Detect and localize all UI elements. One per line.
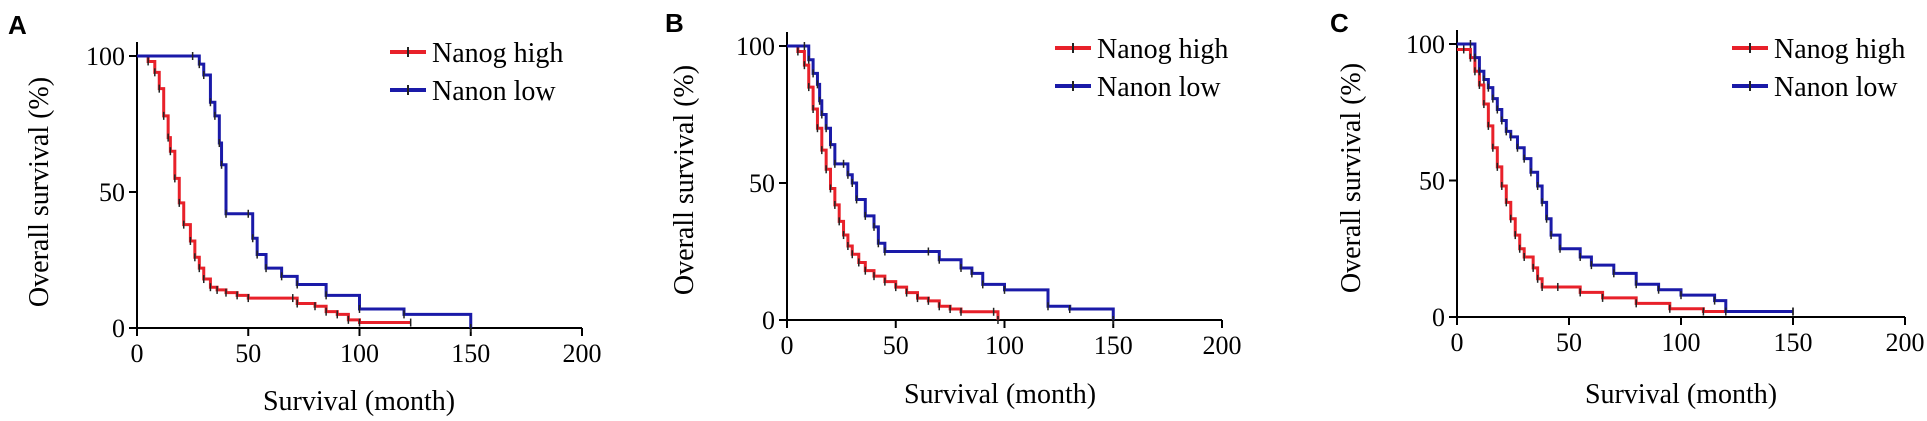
legend-label-high: Nanog high: [1774, 34, 1905, 65]
y-tick-label: 100: [736, 32, 775, 61]
legend: Nanog high Nanon low: [390, 38, 563, 107]
y-tick-label: 50: [99, 178, 125, 207]
legend-label-high: Nanog high: [1097, 34, 1228, 65]
legend-label-low: Nanon low: [1774, 72, 1898, 103]
x-axis-title: Survival (month): [263, 386, 455, 417]
x-tick-label: 100: [1662, 328, 1701, 357]
legend-label-low: Nanon low: [432, 76, 556, 107]
panel-a: A Overall survival (%) Survival (month) …: [8, 10, 602, 417]
x-tick-label: 200: [1203, 331, 1242, 360]
x-tick-label: 100: [340, 339, 379, 368]
panel-letter-c: C: [1330, 8, 1349, 38]
x-tick-label: 0: [131, 339, 144, 368]
x-tick-label: 150: [451, 339, 490, 368]
x-tick-label: 0: [781, 331, 794, 360]
x-tick-label: 150: [1094, 331, 1133, 360]
series-group: [137, 52, 473, 332]
x-tick-label: 200: [1886, 328, 1925, 357]
legend-label-high: Nanog high: [432, 38, 563, 69]
y-tick-label: 0: [112, 314, 125, 343]
axes: 0 50 100 150 200 0 50 100: [736, 32, 1242, 360]
panel-c: C Overall survival (%) Survival (month) …: [1330, 8, 1925, 410]
series-line-low: [137, 54, 473, 328]
panel-b: B Overall survival (%) Survival (month) …: [665, 8, 1242, 410]
x-tick-label: 50: [883, 331, 909, 360]
x-tick-label: 150: [1774, 328, 1813, 357]
x-axis-title: Survival (month): [1585, 379, 1777, 410]
series-line-high: [137, 54, 411, 325]
y-tick-label: 0: [1432, 303, 1445, 332]
y-axis-title: Overall survival (%): [1336, 63, 1367, 293]
panel-letter-a: A: [8, 10, 27, 40]
y-tick-label: 50: [1419, 167, 1445, 196]
x-tick-label: 0: [1451, 328, 1464, 357]
series-group: [1457, 40, 1794, 316]
x-tick-label: 50: [235, 339, 261, 368]
y-axis-title: Overall survival (%): [669, 65, 700, 295]
y-tick-label: 100: [86, 42, 125, 71]
x-tick-label: 100: [985, 331, 1024, 360]
legend: Nanog high Nanon low: [1732, 34, 1905, 103]
y-tick-label: 50: [749, 169, 775, 198]
x-tick-label: 50: [1556, 328, 1582, 357]
legend-label-low: Nanon low: [1097, 72, 1221, 103]
axes: 0 50 100 150 200 0 50 100: [86, 42, 602, 368]
series-group: [787, 42, 1115, 324]
legend: Nanog high Nanon low: [1055, 34, 1228, 103]
x-tick-label: 200: [563, 339, 602, 368]
x-axis-title: Survival (month): [904, 379, 1096, 410]
y-axis-title: Overall survival (%): [24, 77, 55, 307]
y-tick-label: 100: [1406, 30, 1445, 59]
axes: 0 50 100 150 200 0 50 100: [1406, 30, 1925, 357]
series-line-high: [787, 44, 1000, 320]
y-tick-label: 0: [762, 306, 775, 335]
panel-letter-b: B: [665, 8, 684, 38]
